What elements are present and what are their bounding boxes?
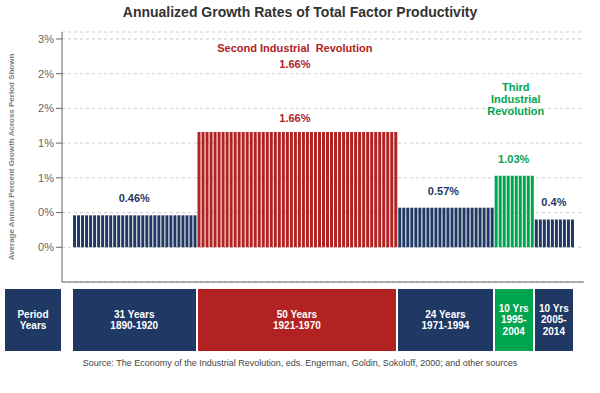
html-text:10 Yrs 2005- 2014: 10 Yrs 2005- 2014 <box>538 302 569 337</box>
svg-text:0%: 0% <box>38 241 54 253</box>
svg-text:3%: 3% <box>38 33 54 45</box>
html-text:1.66%: 1.66% <box>279 58 311 71</box>
svg-text:1%: 1% <box>38 172 54 184</box>
html-text:Source: The Economy of the Ind: Source: The Economy of the Industrial Re… <box>82 358 518 368</box>
svg-text:1%: 1% <box>38 137 54 149</box>
html-text:0.46%: 0.46% <box>118 192 150 205</box>
svg-text:2%: 2% <box>38 68 54 80</box>
html-text:Second Industrial Revolution: Second Industrial Revolution <box>217 42 373 55</box>
svg-text:0%: 0% <box>38 206 54 218</box>
html-text:1.03%: 1.03% <box>498 153 530 166</box>
html-text:0.57%: 0.57% <box>427 184 460 197</box>
html-text:31 Years 1890-1920: 31 Years 1890-1920 <box>110 308 159 331</box>
html-text:Annualized Growth Rates of Tot: Annualized Growth Rates of Total Factor … <box>122 4 478 20</box>
html-text:1.66%: 1.66% <box>279 111 311 124</box>
html-text:Third Industrial Revolution: Third Industrial Revolution <box>487 80 545 117</box>
html-text:0.4%: 0.4% <box>541 195 567 208</box>
svg-text:Average Annual Percent Growth: Average Annual Percent Growth Across Per… <box>8 54 16 261</box>
html-text:Period Years: Period Years <box>17 308 49 331</box>
html-text:50 Years 1921-1970: 50 Years 1921-1970 <box>273 308 321 331</box>
html-text:24 Years 1971-1994: 24 Years 1971-1994 <box>421 308 470 331</box>
svg-text:2%: 2% <box>38 102 54 114</box>
html-text:10 Yrs 1995- 2004: 10 Yrs 1995- 2004 <box>498 302 529 337</box>
